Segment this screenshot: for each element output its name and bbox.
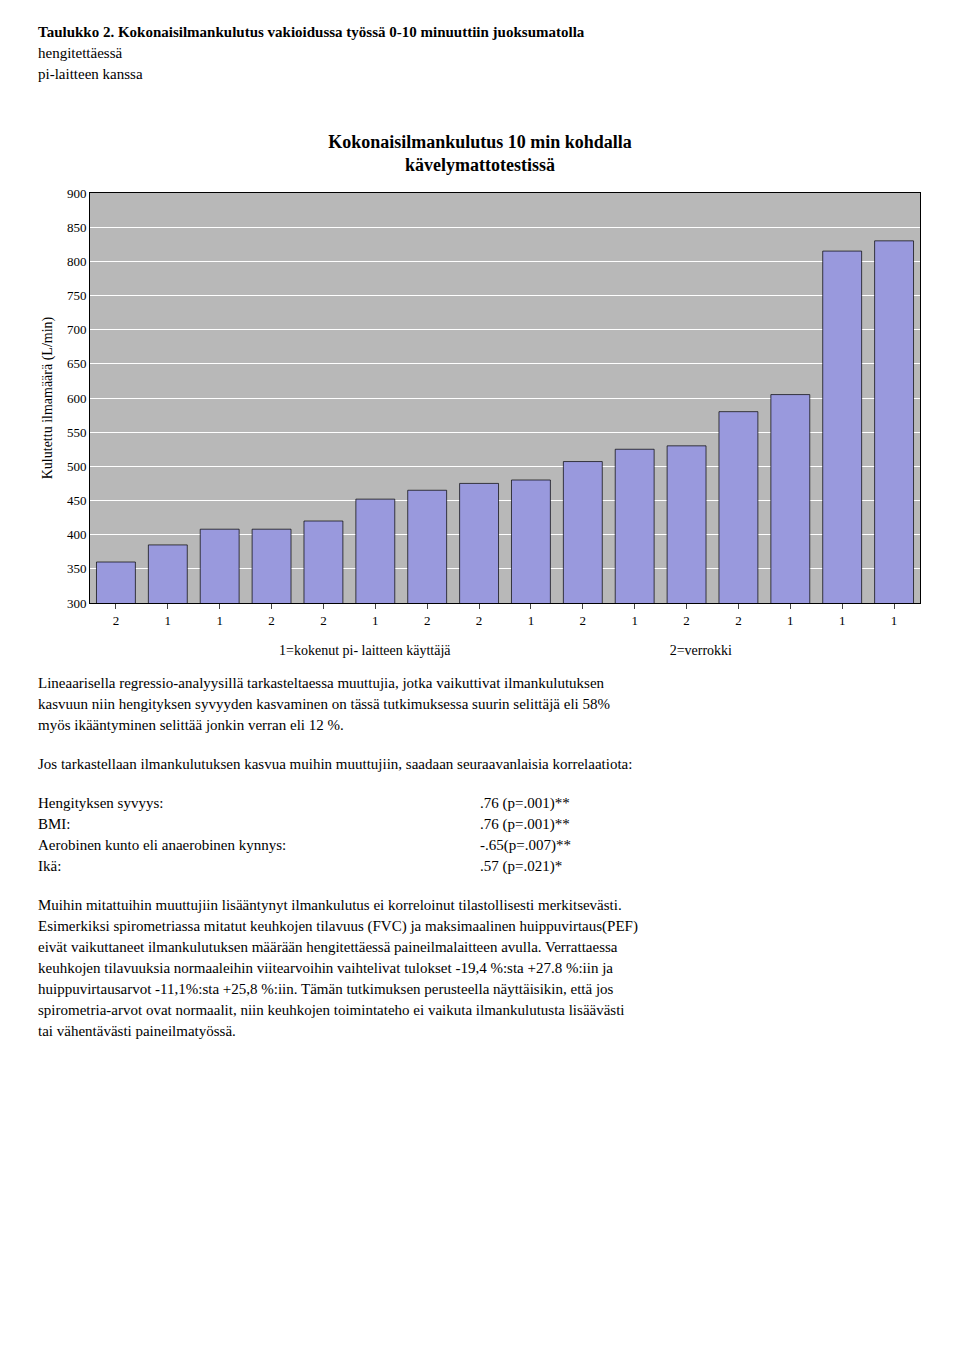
svg-text:1: 1 <box>891 613 898 628</box>
html-text:.76 (p=.001)**: .76 (p=.001)** <box>480 795 570 811</box>
html-text:huippuvirtausarvot -11,1%:sta: huippuvirtausarvot -11,1%:sta +25,8 %:ii… <box>38 981 614 997</box>
html-text:pi-laitteen kanssa: pi-laitteen kanssa <box>38 66 143 82</box>
html-text:eivät vaikuttaneet ilmankulutu: eivät vaikuttaneet ilmankulutuksen määrä… <box>38 939 618 955</box>
svg-text:800: 800 <box>67 254 87 269</box>
html-text:hengitettäessä: hengitettäessä <box>38 45 123 61</box>
svg-text:850: 850 <box>67 220 87 235</box>
html-text:Lineaarisella regressio-analyy: Lineaarisella regressio-analyysillä tark… <box>38 675 605 691</box>
svg-text:2: 2 <box>735 613 742 628</box>
svg-text:350: 350 <box>67 561 87 576</box>
svg-text:400: 400 <box>67 527 87 542</box>
svg-text:2: 2 <box>683 613 690 628</box>
html-text:tai vähentävästi paineilmatyös: tai vähentävästi paineilmatyössä. <box>38 1023 236 1039</box>
svg-text:900: 900 <box>67 186 87 201</box>
html-text:-.65(p=.007)**: -.65(p=.007)** <box>480 837 571 853</box>
svg-text:300: 300 <box>67 596 87 611</box>
html-text:1=kokenut pi- laitteen käyttäj: 1=kokenut pi- laitteen käyttäjä <box>279 643 451 658</box>
svg-text:2: 2 <box>268 613 275 628</box>
html-text:Aerobinen kunto eli anaerobine: Aerobinen kunto eli anaerobinen kynnys: <box>38 837 287 853</box>
html-text:Muihin mitattuihin muuttujiin: Muihin mitattuihin muuttujiin lisääntyny… <box>38 897 622 913</box>
html-text:.57 (p=.021)*: .57 (p=.021)* <box>480 858 563 874</box>
svg-text:1: 1 <box>216 613 223 628</box>
svg-text:1: 1 <box>631 613 638 628</box>
svg-text:Kulutettu ilmamäärä (L/min): Kulutettu ilmamäärä (L/min) <box>40 316 56 479</box>
svg-text:1: 1 <box>372 613 379 628</box>
svg-text:1: 1 <box>839 613 846 628</box>
html-text:2=verrokki: 2=verrokki <box>669 643 732 658</box>
svg-text:700: 700 <box>67 322 87 337</box>
svg-text:600: 600 <box>67 391 87 406</box>
svg-text:2: 2 <box>424 613 431 628</box>
svg-text:2: 2 <box>320 613 327 628</box>
svg-text:1: 1 <box>528 613 535 628</box>
svg-text:1: 1 <box>165 613 172 628</box>
html-text:Hengityksen syvyys:: Hengityksen syvyys: <box>38 795 164 811</box>
html-text:.76 (p=.001)**: .76 (p=.001)** <box>480 816 570 832</box>
html-text:myös ikääntyminen selittää jon: myös ikääntyminen selittää jonkin verran… <box>38 717 344 733</box>
html-text:Ikä:: Ikä: <box>38 858 62 874</box>
svg-text:1: 1 <box>787 613 794 628</box>
html-text:Esimerkiksi spirometriassa mit: Esimerkiksi spirometriassa mitatut keuhk… <box>38 918 638 934</box>
html-text:spirometria-arvot ovat normaal: spirometria-arvot ovat normaalit, niin k… <box>38 1002 625 1018</box>
svg-text:450: 450 <box>67 493 87 508</box>
html-text:keuhkojen tilavuuksia normaale: keuhkojen tilavuuksia normaaleihin viite… <box>38 960 613 976</box>
svg-text:550: 550 <box>67 425 87 440</box>
svg-text:650: 650 <box>67 356 87 371</box>
html-text:Jos tarkastellaan ilmankulutuk: Jos tarkastellaan ilmankulutuksen kasvua… <box>38 756 633 772</box>
svg-text:Kokonaisilmankulutus 10 min ko: Kokonaisilmankulutus 10 min kohdallakäve… <box>328 132 632 175</box>
html-text:kasvuun niin hengityksen syvyy: kasvuun niin hengityksen syvyyden kasvam… <box>38 696 610 712</box>
svg-text:2: 2 <box>580 613 587 628</box>
svg-text:2: 2 <box>476 613 483 628</box>
html-text:BMI:: BMI: <box>38 816 71 832</box>
html-text:Taulukko 2. Kokonaisilmankulut: Taulukko 2. Kokonaisilmankulutus vakioid… <box>38 24 585 40</box>
svg-text:750: 750 <box>67 288 87 303</box>
svg-text:500: 500 <box>67 459 87 474</box>
svg-text:2: 2 <box>113 613 120 628</box>
